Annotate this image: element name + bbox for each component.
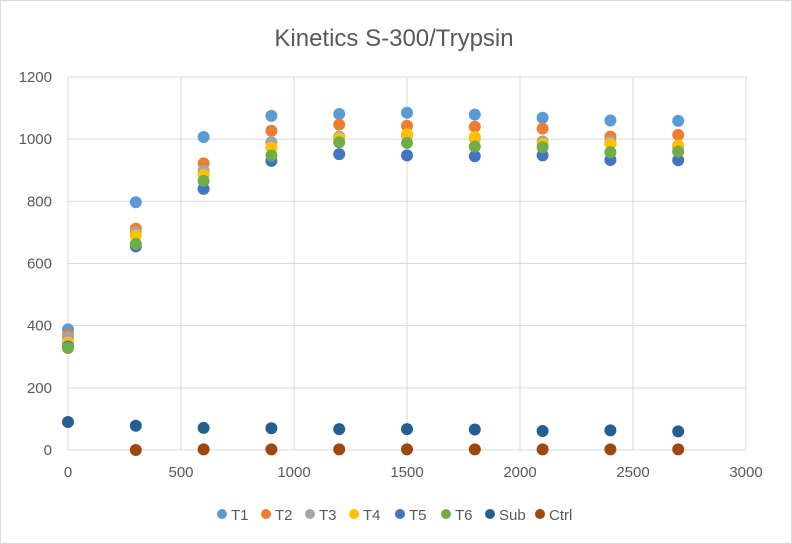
data-points [62,106,685,456]
data-point[interactable] [401,106,413,119]
data-point[interactable] [672,154,685,167]
data-point[interactable] [672,145,685,158]
series-ctrl [129,443,685,456]
data-point[interactable] [672,114,685,127]
x-tick-label: 2500 [616,464,649,481]
data-point[interactable] [536,111,549,124]
y-tick-label: 1200 [19,69,52,86]
data-point[interactable] [672,425,685,438]
data-point[interactable] [265,149,278,162]
data-point[interactable] [265,109,278,122]
data-point[interactable] [672,128,685,141]
legend-label: T5 [409,507,427,524]
data-point[interactable] [197,174,210,187]
legend-marker [395,509,405,519]
data-point[interactable] [401,423,413,436]
data-point[interactable] [604,424,617,437]
data-point[interactable] [672,443,685,456]
data-point[interactable] [468,120,481,133]
legend-marker [305,509,315,519]
data-point[interactable] [401,443,413,456]
x-tick-label: 1500 [390,464,423,481]
data-point[interactable] [401,136,413,149]
y-tick-label: 200 [27,380,52,397]
data-point[interactable] [401,149,413,162]
legend-marker [485,509,495,519]
x-tick-label: 3000 [729,464,762,481]
x-tick-label: 2000 [503,464,536,481]
legend-marker [261,509,271,519]
legend-label: T6 [455,507,473,524]
data-point[interactable] [468,108,481,121]
legend-label: T4 [363,507,381,524]
legend-label: T2 [275,507,293,524]
data-point[interactable] [401,128,413,141]
data-point[interactable] [197,443,210,456]
data-point[interactable] [333,443,346,456]
data-point[interactable] [468,443,481,456]
legend-marker [349,509,359,519]
series-t2 [62,118,685,341]
data-point[interactable] [468,150,481,163]
data-point[interactable] [333,423,346,436]
y-tick-label: 400 [27,318,52,335]
legend-label: T1 [231,507,249,524]
data-point[interactable] [129,237,142,250]
series-sub [62,416,685,438]
data-point[interactable] [265,124,278,137]
data-point[interactable] [536,141,549,154]
data-point[interactable] [333,136,346,149]
y-tick-label: 600 [27,256,52,273]
data-point[interactable] [604,443,617,456]
series-t1 [62,106,685,336]
legend-marker [441,509,451,519]
data-point[interactable] [333,107,346,120]
legend-label: T3 [319,507,337,524]
tick-labels: 0 200 400 600 800 1000 1200 0 500 1000 1500 2000 250… [19,69,763,481]
data-point[interactable] [129,419,142,432]
data-point[interactable] [333,118,346,131]
data-point[interactable] [604,146,617,159]
data-point[interactable] [468,140,481,153]
series-t3 [62,129,685,344]
data-point[interactable] [401,119,413,132]
data-point[interactable] [197,421,210,434]
data-point[interactable] [604,137,617,150]
data-point[interactable] [129,229,142,242]
legend-label: Ctrl [549,507,572,524]
data-point[interactable] [536,122,549,135]
data-point[interactable] [536,425,549,438]
series-t6 [62,136,685,355]
legend-label: Sub [499,507,526,524]
y-tick-label: 0 [44,442,52,459]
data-point[interactable] [333,148,346,161]
legend-marker [217,509,227,519]
data-point[interactable] [62,342,74,355]
data-point[interactable] [604,114,617,127]
x-tick-label: 1000 [277,464,310,481]
data-point[interactable] [536,443,549,456]
data-point[interactable] [129,196,142,209]
y-tick-label: 1000 [19,131,52,148]
data-point[interactable] [265,443,278,456]
series-t5 [62,148,685,353]
data-point[interactable] [468,130,481,143]
legend-marker [535,509,545,519]
data-point[interactable] [197,130,210,143]
data-point[interactable] [265,422,278,435]
data-point[interactable] [129,444,142,456]
series-t4 [62,128,685,349]
legend: T1 T2 T3 T4 T5 T6 Sub Ctrl [217,507,572,524]
y-tick-label: 800 [27,193,52,210]
data-point[interactable] [62,416,74,429]
data-point[interactable] [468,423,481,436]
chart-title: Kinetics S-300/Trypsin [274,25,513,52]
x-tick-label: 500 [168,464,193,481]
x-tick-label: 0 [64,464,72,481]
